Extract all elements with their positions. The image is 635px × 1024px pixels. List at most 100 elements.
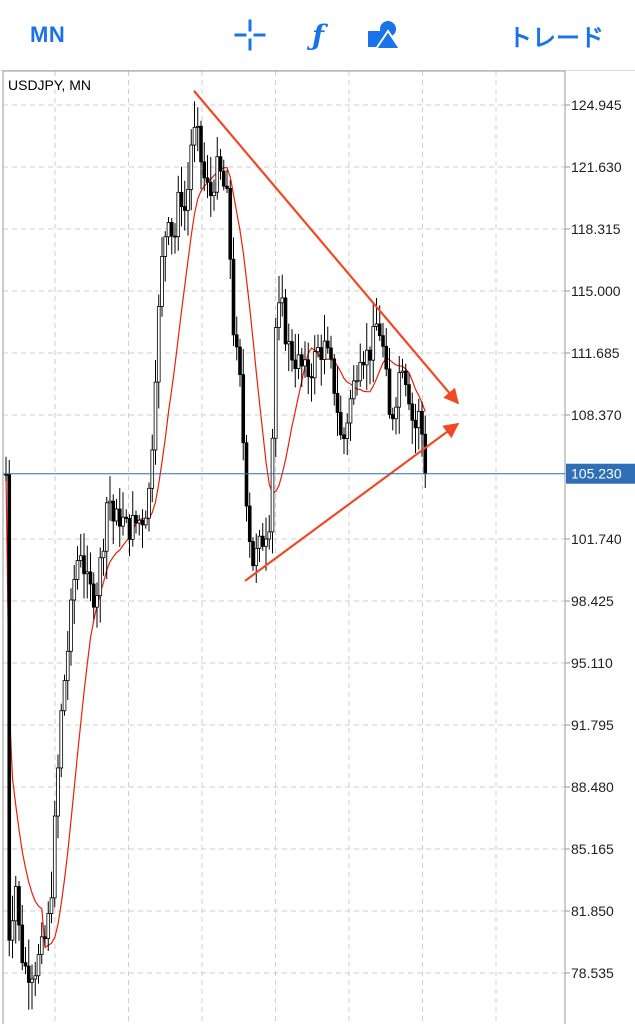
trendline-arrow-resistance bbox=[193, 90, 459, 405]
candle bbox=[299, 347, 304, 387]
trendlines[interactable] bbox=[193, 90, 460, 582]
current-price-badge bbox=[566, 463, 635, 484]
candle bbox=[163, 231, 168, 282]
period-button[interactable]: MN bbox=[30, 22, 66, 47]
candle-body-bull bbox=[46, 913, 51, 939]
candle-body-bear bbox=[91, 583, 96, 608]
candle-body-bear bbox=[20, 924, 25, 964]
candle bbox=[335, 365, 340, 437]
candle bbox=[280, 274, 285, 317]
candle bbox=[371, 302, 376, 383]
candle bbox=[410, 392, 415, 444]
price-tick-label: 101.740 bbox=[571, 531, 622, 547]
candle-body-bear bbox=[410, 403, 415, 421]
candle bbox=[117, 488, 122, 547]
candle bbox=[17, 880, 21, 941]
candle bbox=[7, 460, 12, 957]
candle bbox=[65, 631, 70, 701]
candle-body-bull bbox=[137, 519, 142, 524]
candle bbox=[325, 326, 330, 354]
candle-body-bear bbox=[82, 555, 86, 575]
candle-body-bear bbox=[241, 374, 246, 444]
candle-body-bull bbox=[264, 538, 268, 547]
candle-body-bear bbox=[420, 410, 424, 435]
candle-body-bear bbox=[234, 334, 239, 348]
candle bbox=[358, 343, 363, 387]
candle bbox=[189, 129, 194, 211]
candle bbox=[156, 294, 161, 409]
candle bbox=[137, 514, 142, 536]
moving-average-path bbox=[5, 166, 426, 949]
candle bbox=[332, 353, 337, 406]
price-tick-label: 78.535 bbox=[571, 965, 614, 981]
grid bbox=[2, 70, 566, 1024]
candles bbox=[4, 101, 428, 1010]
candle-body-bear bbox=[124, 516, 129, 519]
candle-body-bear bbox=[228, 188, 233, 260]
candle bbox=[199, 120, 203, 190]
candle bbox=[413, 403, 418, 454]
candle-body-bear bbox=[111, 500, 116, 522]
candle-body-bear bbox=[17, 886, 21, 926]
candle-body-bull bbox=[345, 422, 350, 440]
candle bbox=[387, 348, 392, 419]
candle-body-bull bbox=[78, 555, 83, 561]
candle-body-bear bbox=[127, 518, 132, 540]
candle-body-bear bbox=[309, 376, 314, 379]
candle-body-bull bbox=[374, 323, 379, 327]
candle bbox=[228, 180, 233, 279]
candle-body-bear bbox=[260, 535, 265, 547]
candle-body-bull bbox=[286, 341, 291, 345]
candle-body-bull bbox=[348, 398, 353, 424]
candle bbox=[215, 136, 220, 200]
candle-body-bear bbox=[413, 419, 418, 429]
candle bbox=[394, 397, 398, 435]
candle bbox=[290, 329, 294, 372]
candle bbox=[283, 289, 288, 351]
candle bbox=[98, 547, 103, 623]
candle bbox=[270, 428, 275, 554]
candle bbox=[104, 496, 109, 580]
candle bbox=[381, 322, 385, 358]
candle bbox=[309, 363, 314, 402]
candle-body-bear bbox=[4, 473, 8, 476]
objects-button[interactable] bbox=[364, 0, 404, 70]
candle-body-bull bbox=[95, 595, 99, 608]
candle bbox=[36, 944, 41, 984]
candle bbox=[140, 509, 145, 548]
price-chart[interactable]: 124.945 121.630 118.315 115.000 111.685 108.3… bbox=[0, 70, 635, 1024]
candle-body-bull bbox=[316, 347, 320, 353]
crosshair-button[interactable] bbox=[232, 0, 268, 70]
price-tick-label: 88.480 bbox=[571, 779, 614, 795]
candle-body-bull bbox=[114, 508, 119, 522]
candle-body-bull bbox=[277, 302, 281, 328]
trade-button[interactable]: トレード bbox=[508, 24, 604, 52]
candle-body-bear bbox=[342, 434, 346, 440]
candle-body-bear bbox=[26, 965, 31, 983]
candle-body-bull bbox=[52, 815, 57, 899]
candle bbox=[397, 356, 402, 434]
candle-body-bear bbox=[117, 508, 122, 527]
candle-body-bull bbox=[254, 547, 259, 567]
indicators-button[interactable]: ƒ bbox=[300, 0, 336, 70]
candle bbox=[351, 365, 356, 405]
candle bbox=[423, 415, 428, 488]
candle bbox=[374, 298, 379, 331]
candle bbox=[20, 904, 25, 971]
candle bbox=[130, 491, 135, 547]
candle bbox=[195, 107, 200, 152]
candle bbox=[277, 276, 281, 341]
candle-body-bear bbox=[384, 345, 389, 370]
candle bbox=[23, 947, 28, 975]
candle-body-bull bbox=[312, 351, 317, 379]
candle-body-bear bbox=[377, 323, 382, 337]
candle bbox=[319, 334, 324, 386]
chart-toolbar: MN ƒ トレード bbox=[0, 0, 635, 71]
candle-body-bear bbox=[251, 541, 255, 567]
candle bbox=[153, 359, 158, 465]
candle-body-bear bbox=[407, 384, 411, 405]
candle-body-bear bbox=[221, 170, 226, 187]
candle-body-bull bbox=[104, 502, 109, 552]
candle bbox=[13, 875, 18, 944]
candle bbox=[39, 922, 44, 964]
